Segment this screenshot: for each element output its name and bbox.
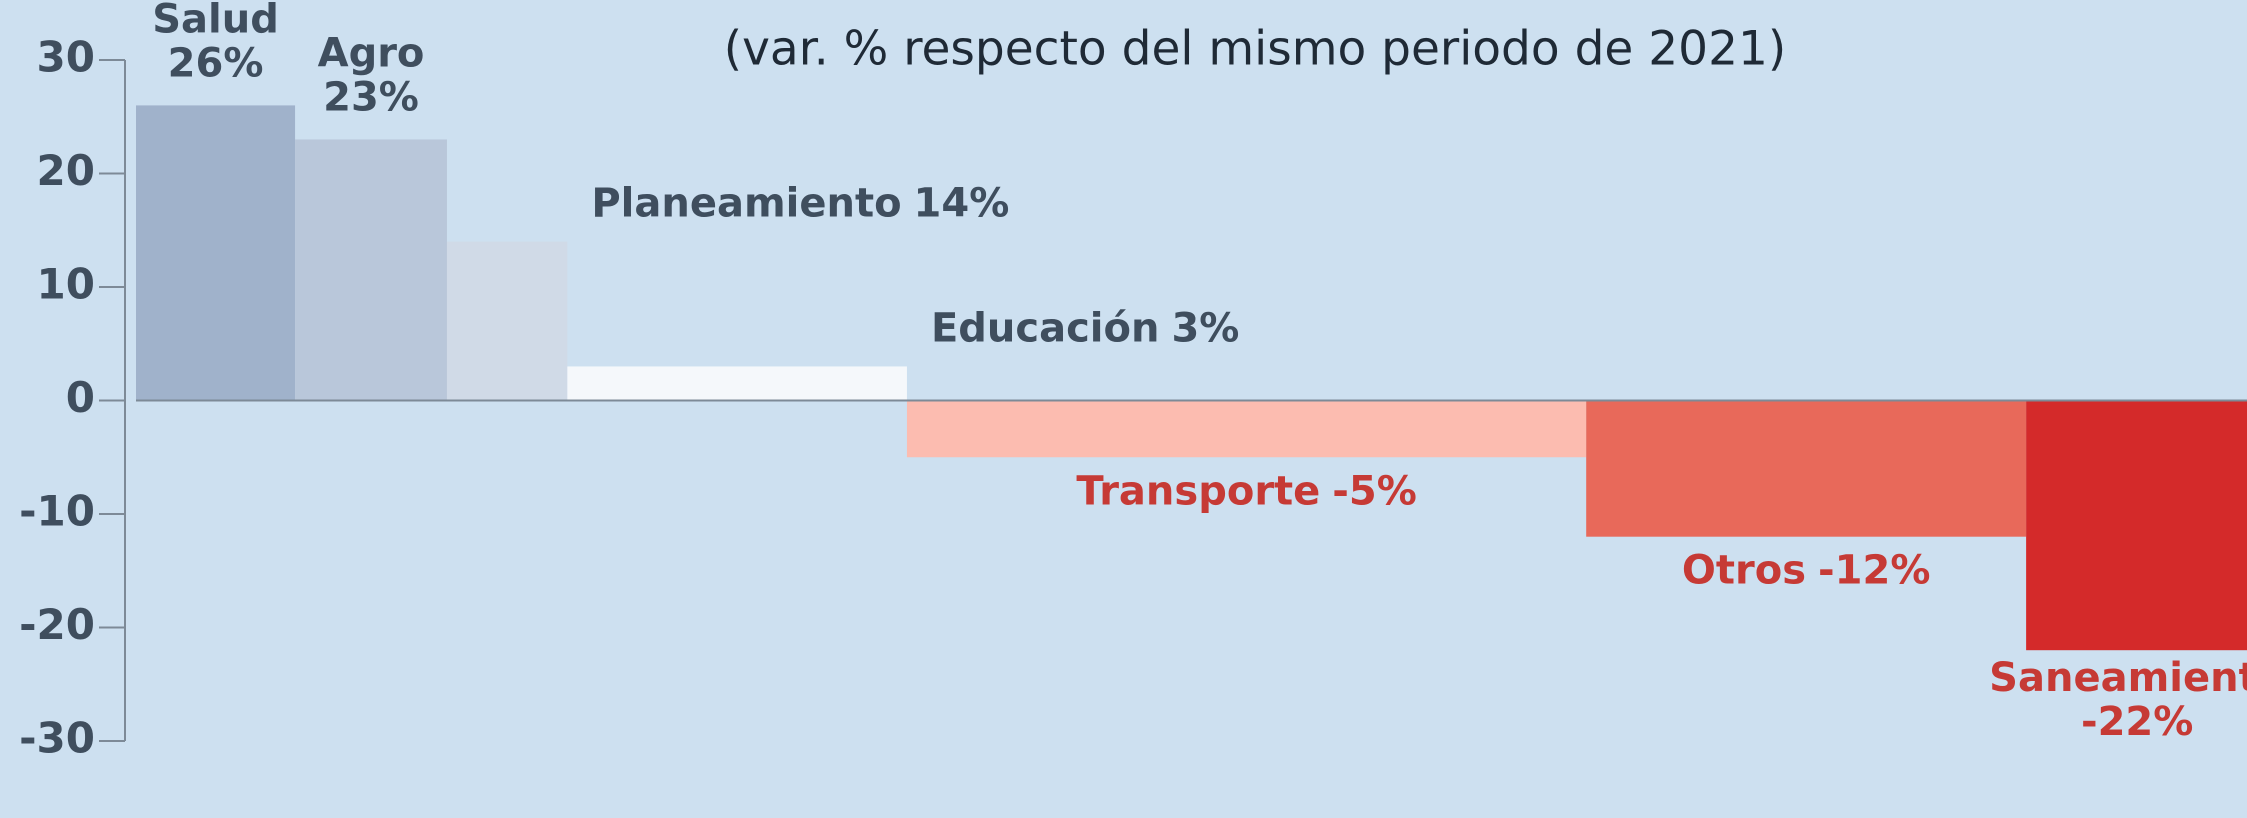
category-label: Educación bbox=[931, 305, 1160, 351]
bar bbox=[136, 105, 296, 401]
category-label: Saneamiento bbox=[1989, 655, 2247, 701]
category-label: Transporte bbox=[1076, 468, 1320, 514]
value-label: 26% bbox=[168, 40, 264, 86]
category-label: Otros bbox=[1682, 548, 1806, 594]
y-tick-label: 30 bbox=[37, 33, 95, 82]
bar-label: Educación 3% bbox=[931, 305, 1239, 351]
y-tick-label: -20 bbox=[19, 600, 95, 649]
bar bbox=[1586, 400, 2027, 537]
bar bbox=[295, 139, 447, 401]
y-tick-label: 20 bbox=[37, 146, 95, 195]
bar bbox=[567, 366, 907, 401]
y-tick-label: 0 bbox=[66, 373, 95, 422]
value-label: -22% bbox=[2081, 699, 2193, 745]
y-tick-label: 10 bbox=[37, 260, 95, 309]
bar bbox=[446, 241, 568, 401]
bar-label: Planeamiento 14% bbox=[591, 181, 1009, 227]
bar bbox=[2026, 400, 2247, 651]
y-tick-label: -10 bbox=[19, 487, 95, 536]
value-label: -12% bbox=[1818, 548, 1930, 594]
category-label: Agro bbox=[318, 30, 425, 76]
y-tick-label: -30 bbox=[19, 714, 95, 763]
bar bbox=[906, 400, 1587, 458]
chart-title: (var. % respecto del mismo periodo de 20… bbox=[724, 22, 1786, 77]
value-label: -5% bbox=[1332, 468, 1417, 514]
value-label: 23% bbox=[323, 74, 419, 120]
value-label: 14% bbox=[914, 181, 1010, 227]
bar-label: Otros -12% bbox=[1682, 548, 1930, 594]
bar-label: Transporte -5% bbox=[1076, 468, 1417, 514]
category-label: Salud bbox=[152, 0, 279, 42]
value-label: 3% bbox=[1171, 305, 1239, 351]
category-label: Planeamiento bbox=[591, 181, 901, 227]
